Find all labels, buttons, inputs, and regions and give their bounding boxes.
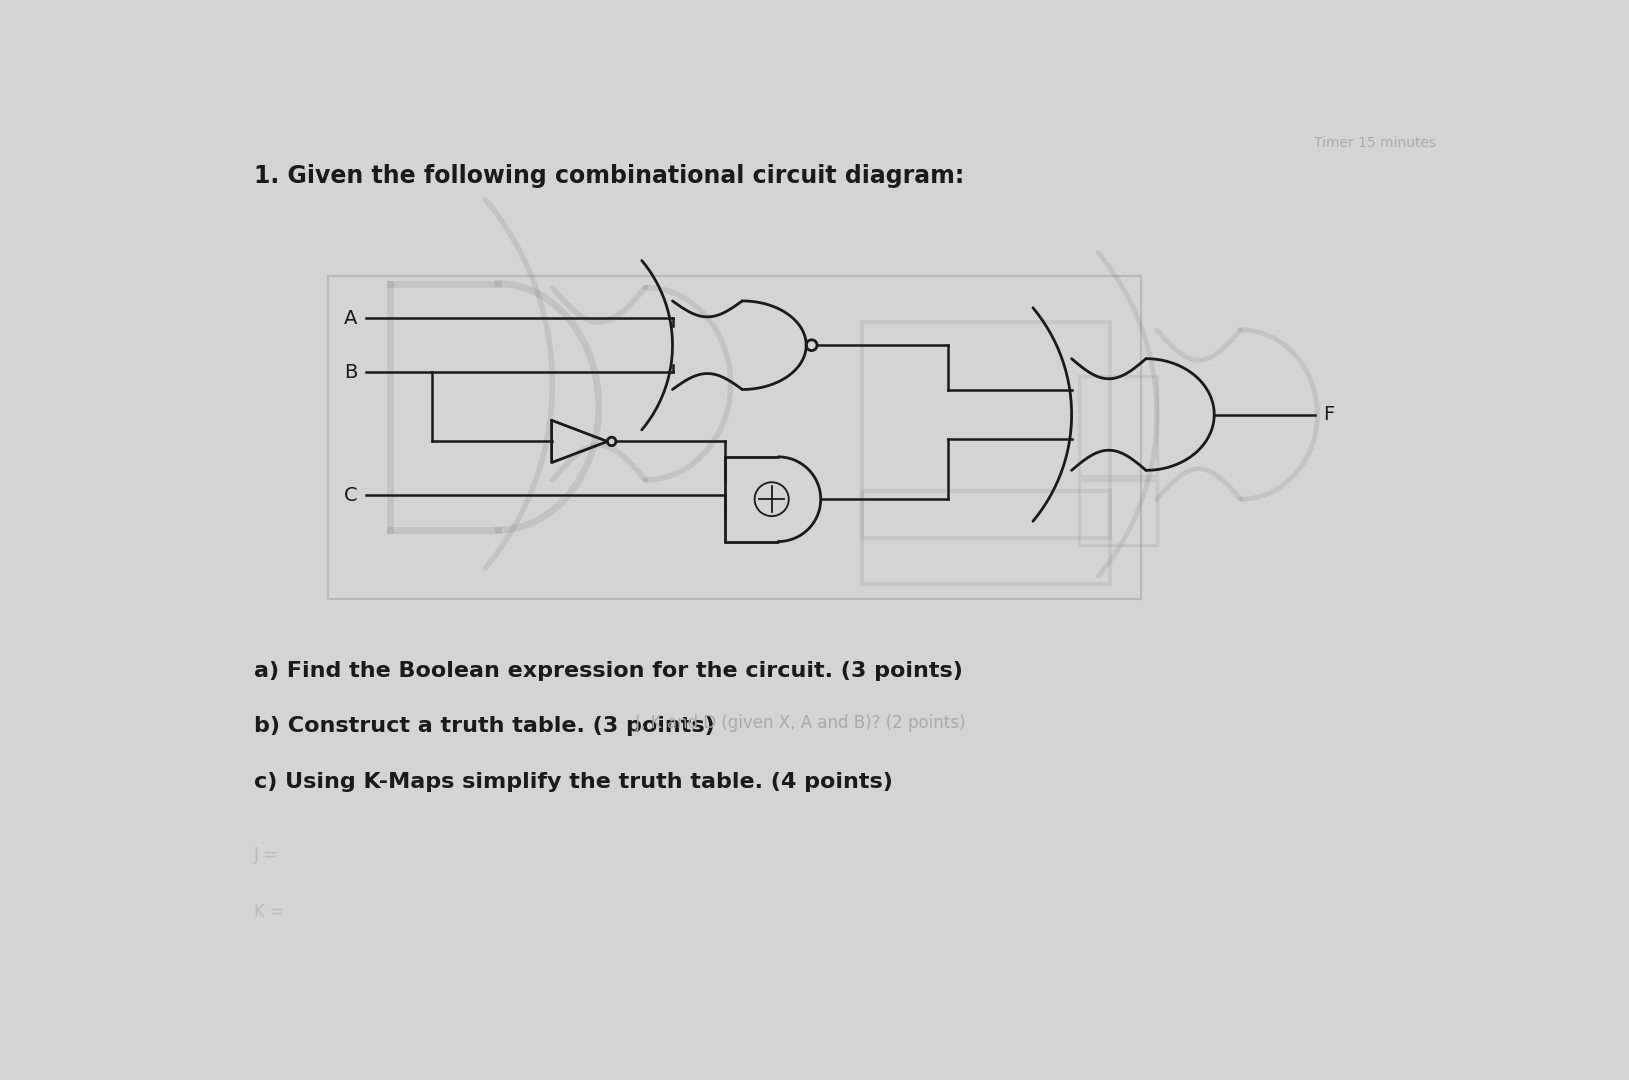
Text: c) Using K-Maps simplify the truth table. (4 points): c) Using K-Maps simplify the truth table… bbox=[254, 772, 893, 792]
Text: B: B bbox=[344, 363, 357, 381]
Text: a) Find the Boolean expression for the circuit. (3 points): a) Find the Boolean expression for the c… bbox=[254, 661, 963, 680]
Bar bbox=[862, 491, 1111, 584]
Text: J =: J = bbox=[254, 846, 279, 864]
Text: F: F bbox=[1323, 405, 1334, 424]
Text: b) Construct a truth table. (3 points): b) Construct a truth table. (3 points) bbox=[254, 716, 715, 737]
Text: Timer 15 minutes: Timer 15 minutes bbox=[1313, 136, 1435, 150]
Text: C: C bbox=[344, 486, 357, 504]
Text: J, K and D (given X, A and B)? (2 points): J, K and D (given X, A and B)? (2 points… bbox=[630, 714, 966, 732]
Bar bbox=[1080, 376, 1157, 476]
Text: 1. Given the following combinational circuit diagram:: 1. Given the following combinational cir… bbox=[254, 164, 964, 188]
Bar bbox=[1080, 480, 1157, 545]
Text: A: A bbox=[344, 309, 357, 327]
Bar bbox=[862, 322, 1111, 538]
Bar bbox=[327, 275, 1142, 599]
Text: K =: K = bbox=[254, 904, 283, 921]
